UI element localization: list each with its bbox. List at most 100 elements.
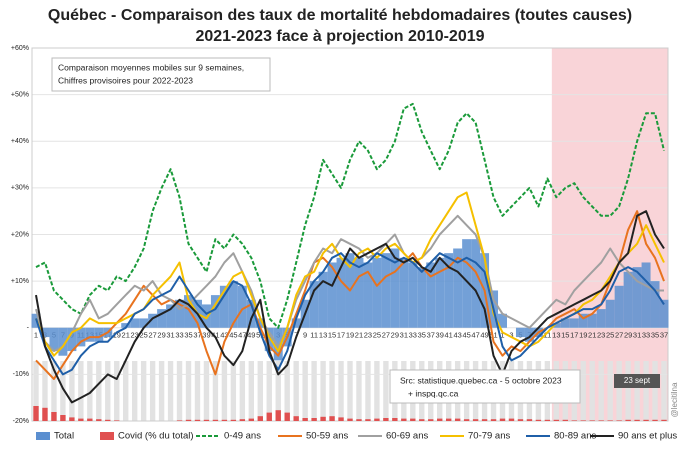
x-tick-label: 31: [166, 331, 174, 340]
covid-bar: [481, 419, 488, 421]
y-tick-label: -: [27, 325, 30, 332]
band-bar: [320, 361, 326, 421]
legend-label: Total: [54, 431, 74, 442]
date-box: [614, 374, 660, 388]
x-tick-label: 45: [229, 331, 237, 340]
source-box: [389, 369, 581, 404]
area-bar: [121, 323, 131, 328]
covid-bar: [266, 412, 272, 421]
note-text: Chiffres provisoires pour 2022-2023: [58, 75, 193, 85]
area-bar: [219, 285, 229, 328]
area-bar: [569, 318, 579, 328]
x-tick-label: 39: [436, 331, 444, 340]
covid-bar: [239, 419, 246, 421]
covid-bar: [437, 418, 443, 421]
covid-bar: [69, 417, 75, 421]
x-tick-label: 13: [319, 331, 327, 340]
area-bar: [201, 304, 211, 328]
area-bar: [354, 257, 364, 328]
band-bar: [33, 361, 39, 421]
covid-bar: [428, 419, 434, 421]
area-bar: [76, 327, 86, 347]
covid-bar: [490, 419, 497, 421]
area-bar: [327, 262, 337, 328]
x-tick-label: 19: [113, 331, 121, 340]
covid-bar: [176, 420, 183, 421]
y-tick-label: +30%: [11, 185, 29, 192]
legend-label: 50-59 ans: [306, 431, 349, 442]
covid-bar: [302, 418, 308, 421]
covid-bar: [571, 420, 577, 421]
covid-bar: [114, 420, 120, 421]
area-bar: [417, 267, 427, 328]
x-tick-label: 15: [328, 331, 336, 340]
covid-bar: [634, 419, 640, 421]
x-tick-label: 1: [500, 331, 504, 340]
area-bar: [40, 327, 50, 338]
area-bar: [148, 313, 158, 328]
covid-bar: [589, 420, 595, 421]
x-tick-label: 47: [471, 331, 479, 340]
source-text: Src: statistique.quebec.ca - 5 octobre 2…: [400, 375, 562, 385]
covid-bar: [78, 418, 84, 421]
area-bar: [435, 257, 445, 328]
band-bar: [176, 361, 183, 421]
covid-bar: [329, 416, 335, 421]
covid-bar: [87, 418, 93, 421]
band-bar: [114, 361, 120, 421]
area-bar: [650, 281, 660, 328]
covid-bar: [401, 418, 407, 421]
band-bar: [140, 361, 147, 421]
x-tick-label: 37: [660, 331, 668, 340]
band-bar: [293, 361, 299, 421]
covid-bar: [580, 420, 586, 421]
x-tick-label: 13: [552, 331, 560, 340]
series-line: [35, 102, 665, 329]
band-bar: [616, 361, 622, 421]
area-bar: [596, 309, 606, 328]
x-tick-label: 37: [193, 331, 201, 340]
area-bar: [291, 318, 301, 328]
area-bar: [58, 327, 68, 356]
covid-bar: [105, 419, 111, 421]
band-bar: [149, 361, 156, 421]
band-bar: [105, 361, 111, 421]
area-bar: [462, 239, 472, 328]
covid-bar: [607, 420, 613, 421]
y-tick-label: +60%: [11, 45, 29, 52]
legend-label: 60-69 ans: [386, 431, 429, 442]
covid-bar: [526, 419, 533, 421]
covid-bar: [365, 419, 371, 421]
covid-bar: [320, 416, 326, 421]
x-tick-label: 9: [303, 331, 307, 340]
x-tick-label: 47: [238, 331, 246, 340]
y-tick-label: +40%: [11, 138, 29, 145]
area-bar: [363, 262, 373, 328]
covid-bar: [338, 417, 344, 421]
covid-bar: [212, 419, 219, 421]
area-bar: [157, 309, 167, 328]
y-tick-label: -10%: [13, 371, 29, 378]
legend-label: 80-89 ans: [554, 431, 597, 442]
band-bar: [212, 361, 219, 421]
band-bar: [589, 361, 595, 421]
date-label: 23 sept: [624, 376, 651, 385]
y-tick-label: +10%: [11, 278, 29, 285]
legend-label: 0-49 ans: [224, 431, 261, 442]
area-bar: [49, 327, 59, 352]
source-text: + inspq.qc.ca: [408, 388, 459, 398]
x-tick-label: 19: [579, 331, 587, 340]
covid-bar: [652, 419, 658, 421]
band-bar: [69, 361, 75, 421]
area-bar: [498, 313, 507, 328]
band-bar: [203, 361, 210, 421]
area-bar: [139, 318, 149, 328]
area-bar: [166, 304, 176, 328]
x-tick-label: 39: [202, 331, 210, 340]
covid-bar: [625, 419, 631, 421]
band-bar: [329, 361, 335, 421]
note-text: Comparaison moyennes mobiles sur 9 semai…: [58, 62, 244, 72]
band-bar: [131, 361, 138, 421]
covid-bar: [419, 419, 425, 421]
covid-bar: [347, 418, 353, 421]
